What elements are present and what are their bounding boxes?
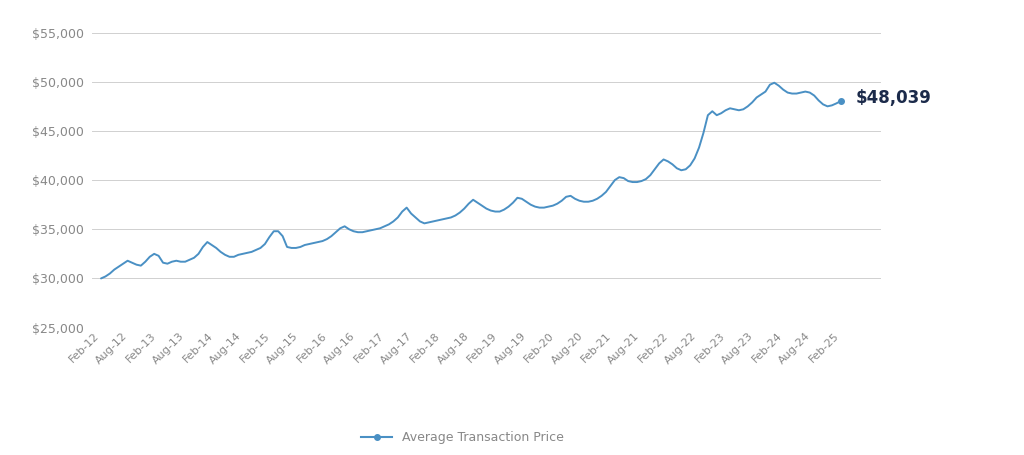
Legend: Average Transaction Price: Average Transaction Price <box>356 426 569 450</box>
Text: $48,039: $48,039 <box>856 89 932 107</box>
